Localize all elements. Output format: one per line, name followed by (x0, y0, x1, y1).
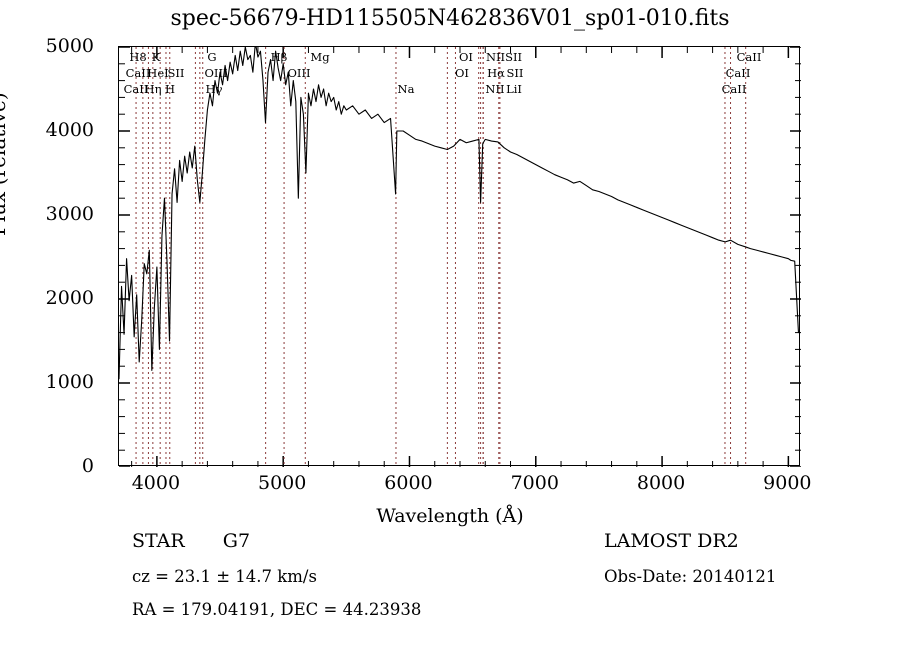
spectral-line-label: Hβ (270, 50, 288, 64)
x-tick-label: 8000 (636, 472, 686, 494)
spectral-line-label: NIISII (485, 50, 523, 64)
spectrum-curve (119, 47, 800, 380)
figure-title: spec-56679-HD115505N462836V01_sp01-010.f… (170, 6, 730, 31)
x-tick-label: 9000 (763, 472, 812, 494)
spectral-line-label: OI (455, 66, 469, 80)
minor-ticks (119, 47, 801, 467)
y-tick-label: 5000 (45, 35, 94, 57)
spectral-line-label: CaII (721, 82, 747, 96)
spectral-line-label: LiI (506, 82, 522, 96)
spectral-line-label: Hη (144, 82, 162, 96)
spectral-line-label: SII (167, 66, 185, 80)
spectral-marker-lines (135, 47, 747, 467)
y-tick-label: 0 (81, 455, 94, 477)
y-tick-label: 2000 (45, 287, 94, 309)
spectral-line-label: CaII (725, 66, 751, 80)
figure-footer: STAR G7 cz = 23.1 ± 14.7 km/s RA = 179.0… (0, 528, 900, 648)
spectral-line-label: CaII (123, 82, 149, 96)
spectral-line-label: OIII (204, 66, 228, 80)
spectral-line-label: OI (459, 50, 473, 64)
spectral-line-label: G (207, 50, 217, 64)
x-tick-label: 5000 (257, 472, 307, 494)
y-axis-title: Flux (relative) (0, 92, 10, 236)
footer-coordinates: RA = 179.04191, DEC = 44.23938 (132, 600, 422, 619)
footer-obs-date: Obs-Date: 20140121 (604, 567, 777, 586)
x-tick-label: 6000 (384, 472, 433, 494)
spectral-line-label: CaII (736, 50, 762, 64)
spectral-line-label: Hα (487, 66, 505, 80)
spectral-line-label: HeI (147, 66, 169, 80)
footer-object-line: STAR G7 (132, 530, 250, 552)
object-type: STAR (132, 530, 185, 552)
spectral-line-label: NII (485, 82, 505, 96)
plot-area (118, 46, 801, 467)
spectral-line-label: H8 (129, 50, 147, 64)
spectral-line-label: CaII (125, 66, 151, 80)
footer-cz: cz = 23.1 ± 14.7 km/s (132, 567, 317, 586)
spectral-line-label: K (151, 50, 161, 64)
spectral-line-label: H (164, 82, 176, 96)
x-tick-label: 7000 (510, 472, 559, 494)
y-tick-label: 4000 (45, 119, 94, 141)
y-tick-label: 1000 (45, 371, 94, 393)
x-tick-label: 4000 (131, 472, 181, 494)
spectral-line-label: SII (506, 66, 524, 80)
spectral-line-label: Mg (310, 50, 330, 64)
major-ticks (119, 47, 801, 467)
spectral-line-label: OIII (287, 66, 311, 80)
spectral-line-label: Hγ (205, 82, 223, 96)
spectral-class: G7 (222, 530, 251, 552)
footer-survey: LAMOST DR2 (604, 530, 739, 552)
y-tick-label: 3000 (45, 203, 94, 225)
spectrum-canvas (119, 47, 801, 467)
spectral-line-label: Na (397, 82, 415, 96)
x-axis-title: Wavelength (Å) (376, 505, 524, 527)
